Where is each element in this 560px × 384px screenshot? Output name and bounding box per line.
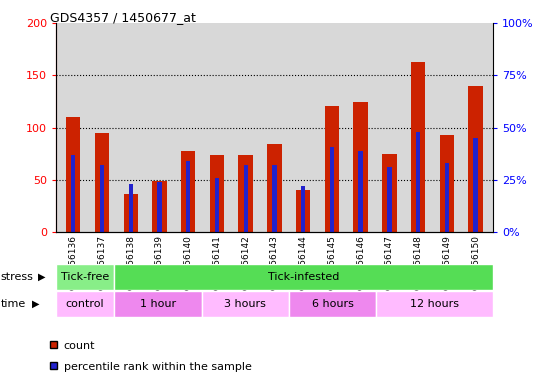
Bar	[210, 155, 224, 232]
Text: time: time	[1, 299, 26, 309]
Bar	[440, 135, 454, 232]
Bar	[301, 186, 305, 232]
Bar	[215, 178, 219, 232]
Bar	[411, 62, 425, 232]
Bar	[376, 291, 493, 317]
Text: ▶: ▶	[38, 272, 45, 282]
Text: control: control	[66, 299, 104, 309]
Bar	[289, 291, 376, 317]
Bar	[71, 155, 76, 232]
Bar	[66, 117, 81, 232]
Bar	[114, 264, 493, 290]
Text: ▶: ▶	[32, 299, 39, 309]
Bar	[267, 144, 282, 232]
Bar	[382, 154, 396, 232]
Bar	[244, 166, 248, 232]
Bar	[330, 147, 334, 232]
Text: GDS4357 / 1450677_at: GDS4357 / 1450677_at	[50, 12, 196, 25]
Bar	[325, 106, 339, 232]
Bar	[114, 291, 202, 317]
Text: Tick-infested: Tick-infested	[268, 272, 339, 282]
Bar	[95, 133, 109, 232]
Bar	[468, 86, 483, 232]
Bar	[387, 167, 391, 232]
Text: 3 hours: 3 hours	[225, 299, 266, 309]
Text: Tick-free: Tick-free	[61, 272, 109, 282]
Bar	[56, 291, 114, 317]
Bar	[202, 291, 289, 317]
Bar	[473, 138, 478, 232]
Text: percentile rank within the sample: percentile rank within the sample	[64, 362, 251, 372]
Text: 12 hours: 12 hours	[410, 299, 459, 309]
Bar	[358, 151, 363, 232]
Bar	[353, 101, 368, 232]
Text: stress: stress	[1, 272, 34, 282]
Text: 1 hour: 1 hour	[140, 299, 176, 309]
Bar	[129, 184, 133, 232]
Bar	[100, 166, 104, 232]
Bar	[296, 190, 310, 232]
Bar	[416, 132, 420, 232]
Bar	[124, 194, 138, 232]
Bar	[181, 151, 195, 232]
Text: 6 hours: 6 hours	[312, 299, 353, 309]
Bar	[272, 166, 277, 232]
Bar	[239, 155, 253, 232]
Text: count: count	[64, 341, 95, 351]
Bar	[445, 163, 449, 232]
Bar	[152, 181, 167, 232]
Bar	[186, 161, 190, 232]
Bar	[157, 182, 162, 232]
Bar	[56, 264, 114, 290]
